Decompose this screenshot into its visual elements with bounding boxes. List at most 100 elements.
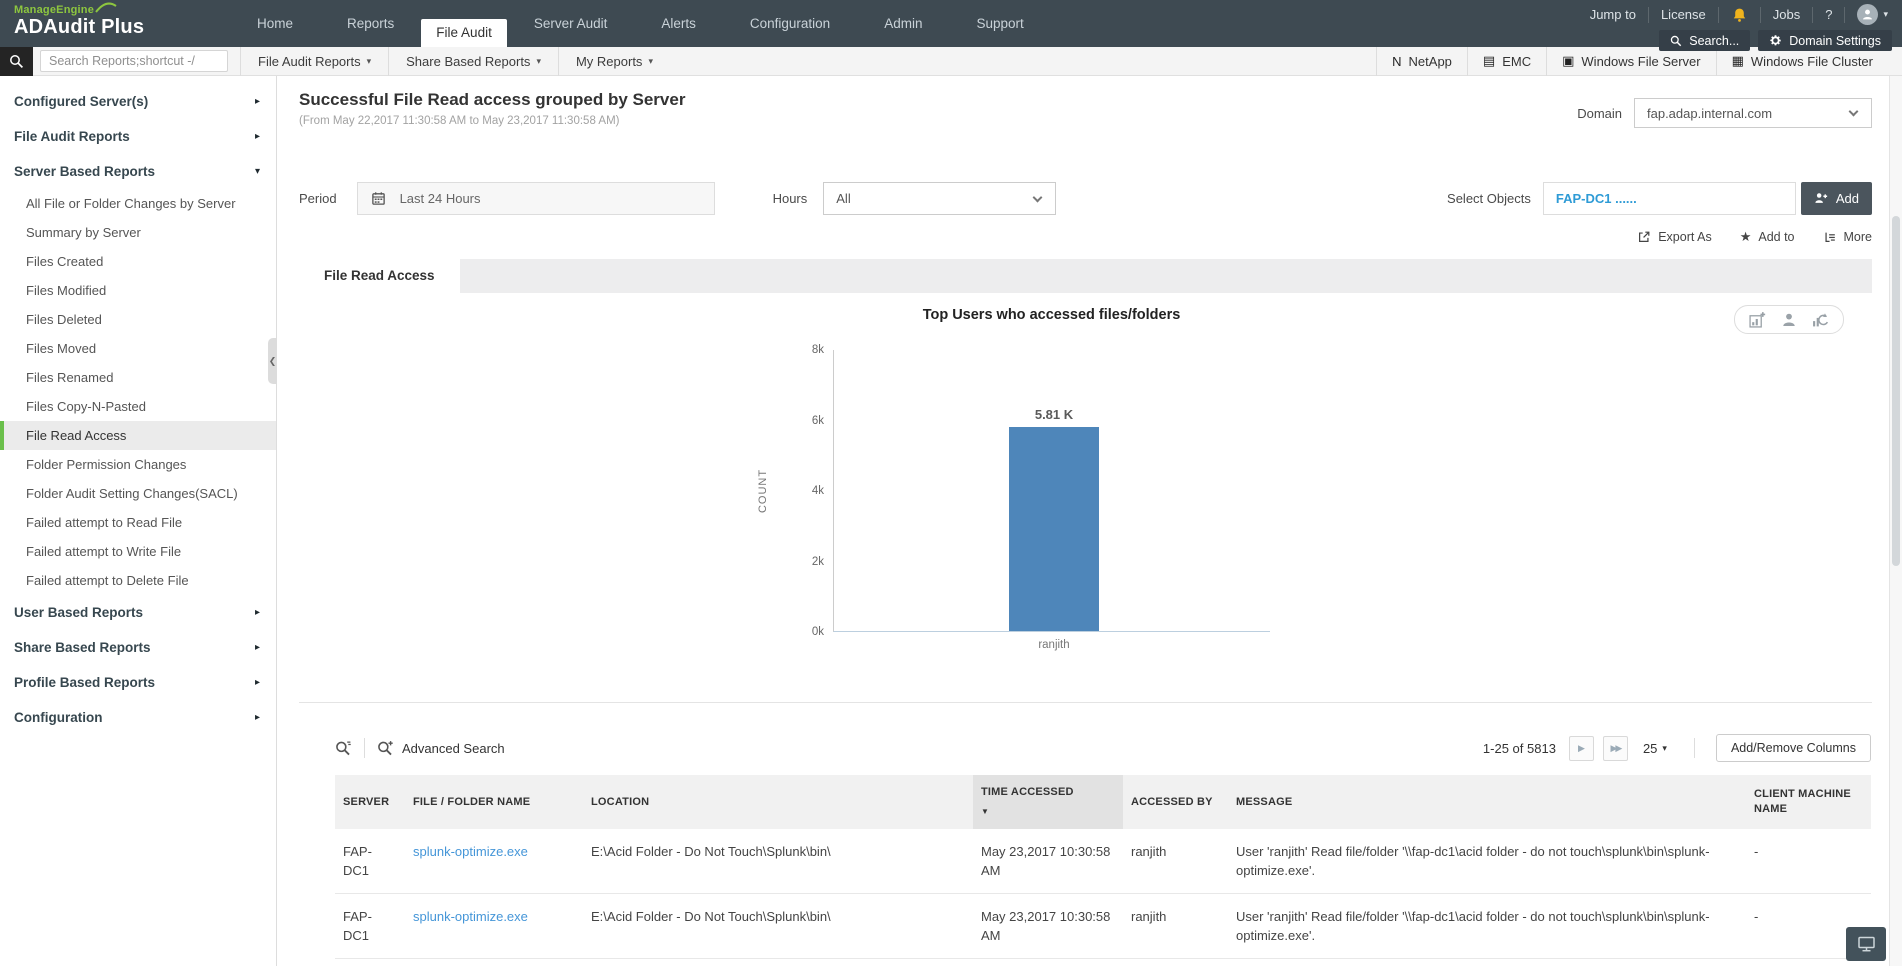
expand-caret-icon: ▸ bbox=[254, 642, 260, 653]
reports-sidebar: Configured Server(s) ▸ File Audit Report… bbox=[0, 76, 277, 966]
y-axis-ticks: 8k 6k 4k 2k 0k bbox=[811, 344, 824, 638]
sidebar-item[interactable]: Files Moved bbox=[26, 341, 97, 356]
sidebar-item[interactable]: File Read Access bbox=[0, 421, 276, 450]
cell-client-machine: - bbox=[1754, 909, 1759, 924]
scrollbar-thumb[interactable] bbox=[1892, 216, 1900, 566]
sidebar-item[interactable]: Failed attempt to Read File bbox=[26, 515, 183, 530]
sort-desc-icon: ▼ bbox=[981, 807, 990, 816]
sidebar-item[interactable]: Failed attempt to Delete File bbox=[26, 573, 189, 588]
column-header[interactable]: SERVER ▼ bbox=[343, 795, 390, 808]
sidebar-item[interactable]: Summary by Server bbox=[26, 225, 141, 240]
report-menu-dropdown[interactable]: File Audit Reports ▾ bbox=[240, 46, 388, 76]
hours-select[interactable]: All bbox=[823, 182, 1057, 215]
user-view-icon[interactable] bbox=[1781, 312, 1797, 328]
tab-file-read-access[interactable]: File Read Access bbox=[299, 259, 460, 293]
chart-title: Top Users who accessed files/folders bbox=[922, 307, 1181, 323]
file-name-link[interactable]: splunk-optimize.exe bbox=[413, 844, 528, 859]
page-scrollbar[interactable] bbox=[1889, 76, 1902, 966]
brand-logo[interactable]: ManageEngine ADAudit Plus bbox=[0, 0, 216, 47]
search-icon bbox=[1671, 35, 1682, 46]
jump-to-link[interactable]: Jump to bbox=[1578, 6, 1649, 23]
license-link[interactable]: License bbox=[1649, 6, 1719, 23]
select-objects-label: Select Objects bbox=[1447, 191, 1531, 206]
sidebar-item[interactable]: Folder Permission Changes bbox=[26, 457, 187, 472]
advanced-search-link[interactable]: Advanced Search bbox=[402, 740, 505, 756]
select-objects-input[interactable]: FAP-DC1 ...... bbox=[1542, 182, 1796, 215]
column-header[interactable]: ACCESSED BY ▼ bbox=[1131, 795, 1213, 808]
add-objects-button[interactable]: Add bbox=[1800, 182, 1872, 215]
sidebar-item[interactable]: Files Deleted bbox=[26, 312, 102, 327]
column-header[interactable]: LOCATION ▼ bbox=[591, 795, 650, 808]
cell-message: User 'ranjith' Read file/folder '\\fap-d… bbox=[1236, 844, 1710, 878]
nav-tab[interactable]: Server Audit bbox=[533, 16, 608, 31]
cell-file-name: splunk-optimize.exe bbox=[405, 829, 583, 893]
domain-settings-button[interactable]: Domain Settings bbox=[1758, 30, 1892, 51]
sidebar-item[interactable]: All File or Folder Changes by Server bbox=[26, 196, 236, 211]
report-date-range: (From May 22,2017 11:30:58 AM to May 23,… bbox=[299, 115, 620, 127]
pagination-range: 1-25 of 5813 bbox=[1482, 740, 1556, 756]
column-search-icon[interactable] bbox=[335, 740, 352, 757]
server-type-link[interactable]: ▤ EMC bbox=[1466, 46, 1546, 76]
column-header[interactable]: MESSAGE ▼ bbox=[1236, 795, 1293, 808]
sidebar-collapse-handle[interactable]: ❮ bbox=[268, 338, 277, 384]
cell-location: E:\Acid Folder - Do Not Touch\Splunk\bin… bbox=[591, 844, 831, 859]
sidebar-item[interactable]: Files Copy-N-Pasted bbox=[26, 399, 146, 414]
nav-tab[interactable]: Alerts bbox=[661, 16, 696, 31]
report-menu-dropdown[interactable]: Share Based Reports ▾ bbox=[388, 46, 558, 76]
chart-refresh-icon[interactable] bbox=[1812, 311, 1829, 328]
export-as-button[interactable]: Export As bbox=[1637, 229, 1712, 245]
last-page-button[interactable]: ▶▶ bbox=[1602, 735, 1628, 761]
advanced-search-icon[interactable] bbox=[377, 740, 394, 757]
sidebar-item[interactable]: Configuration ▸ bbox=[14, 710, 260, 725]
report-menu-dropdown[interactable]: My Reports ▾ bbox=[557, 46, 670, 76]
main-nav: Home Reports File Audit Server Audit Ale… bbox=[230, 0, 1051, 47]
global-search-button[interactable]: Search... bbox=[1659, 30, 1751, 51]
file-name-link[interactable]: splunk-optimize.exe bbox=[413, 909, 528, 924]
notification-bell-icon[interactable] bbox=[1719, 6, 1761, 23]
cell-time-accessed: May 23,2017 10:30:58 AM bbox=[981, 909, 1111, 943]
server-type-link[interactable]: N NetApp bbox=[1376, 46, 1467, 76]
sidebar-item[interactable]: Failed attempt to Write File bbox=[26, 544, 182, 559]
period-picker[interactable]: Last 24 Hours bbox=[356, 182, 715, 215]
expand-caret-icon: ▸ bbox=[254, 96, 260, 107]
domain-select[interactable]: fap.adap.internal.com bbox=[1634, 98, 1872, 128]
nav-tab[interactable]: Support bbox=[976, 16, 1024, 31]
server-type-link[interactable]: ▣ Windows File Server bbox=[1546, 46, 1716, 76]
search-reports-input[interactable] bbox=[40, 50, 228, 72]
sidebar-item[interactable]: Folder Audit Setting Changes(SACL) bbox=[26, 486, 238, 501]
page-size-select[interactable]: 25 ▾ bbox=[1642, 740, 1667, 756]
add-chart-icon[interactable] bbox=[1749, 311, 1766, 328]
sidebar-item[interactable]: Files Renamed bbox=[26, 370, 114, 385]
help-link[interactable]: ? bbox=[1813, 6, 1846, 23]
chart-bar[interactable] bbox=[1009, 426, 1099, 631]
chevron-down-icon: ▾ bbox=[366, 55, 372, 66]
nav-tab[interactable]: Reports bbox=[347, 16, 395, 31]
nav-tab[interactable]: Home bbox=[257, 16, 294, 31]
sidebar-item[interactable]: Files Created bbox=[26, 254, 104, 269]
column-header[interactable]: FILE / FOLDER NAME ▼ bbox=[413, 795, 531, 808]
add-remove-columns-button[interactable]: Add/Remove Columns bbox=[1715, 734, 1871, 762]
user-menu[interactable]: ▾ bbox=[1845, 4, 1892, 25]
sidebar-item[interactable]: User Based Reports ▸ bbox=[14, 605, 260, 620]
sidebar-item[interactable]: Share Based Reports ▸ bbox=[14, 640, 260, 655]
column-header[interactable]: CLIENT MACHINE NAME ▼ bbox=[1754, 788, 1851, 815]
sidebar-search-icon[interactable] bbox=[0, 46, 33, 76]
column-header[interactable]: TIME ACCESSED ▼ bbox=[973, 775, 1123, 829]
nav-tab[interactable]: Configuration bbox=[749, 16, 831, 31]
next-page-button[interactable]: ▶ bbox=[1568, 735, 1594, 761]
page-title: Successful File Read access grouped by S… bbox=[299, 90, 686, 109]
server-type-link[interactable]: ▦ Windows File Cluster bbox=[1715, 46, 1888, 76]
sidebar-item[interactable]: Files Modified bbox=[26, 283, 107, 298]
sidebar-item[interactable]: Profile Based Reports ▸ bbox=[14, 675, 260, 690]
sidebar-item[interactable]: Server Based Reports ▾ bbox=[14, 164, 260, 179]
more-icon bbox=[1824, 232, 1835, 242]
more-actions-button[interactable]: More bbox=[1823, 229, 1872, 245]
add-to-favorites-button[interactable]: ★ Add to bbox=[1739, 229, 1795, 244]
chart-tabstrip: File Read Access bbox=[299, 259, 1872, 293]
jobs-link[interactable]: Jobs bbox=[1761, 6, 1814, 23]
sidebar-item[interactable]: Configured Server(s) ▸ bbox=[14, 94, 260, 109]
nav-tab[interactable]: Admin bbox=[884, 16, 923, 31]
sidebar-item[interactable]: File Audit Reports ▸ bbox=[14, 129, 260, 144]
nav-tab[interactable]: File Audit bbox=[421, 19, 507, 47]
support-chat-button[interactable] bbox=[1846, 927, 1886, 961]
